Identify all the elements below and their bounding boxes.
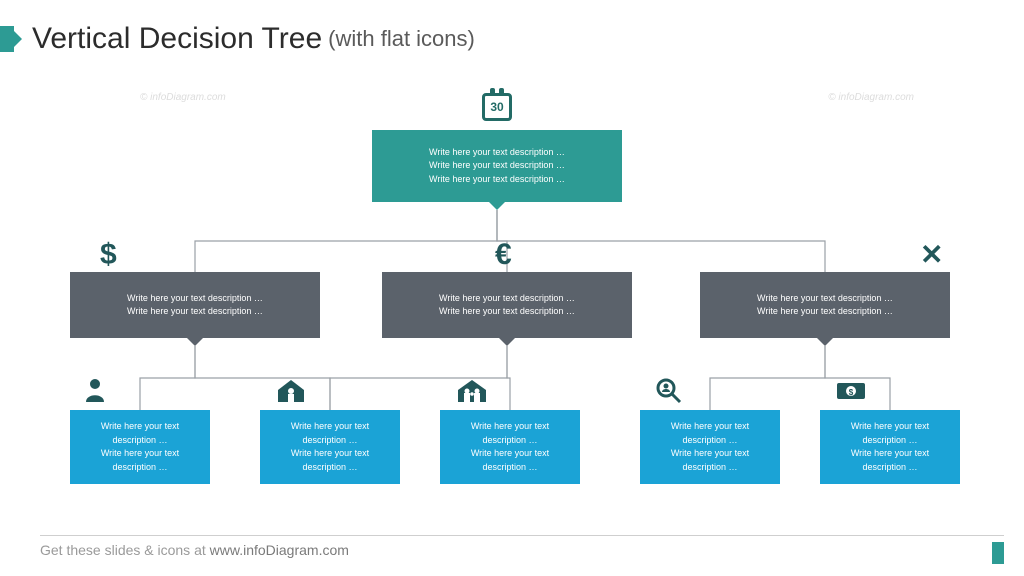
magnify-person-icon — [656, 378, 682, 404]
mid-node-1: Write here your text description … Write… — [382, 272, 632, 338]
page-subtitle: (with flat icons) — [328, 26, 475, 52]
footer: Get these slides & icons at www.infoDiag… — [40, 535, 1004, 558]
title-bar: Vertical Decision Tree (with flat icons) — [0, 22, 1024, 56]
dollar-icon: $ — [100, 238, 117, 272]
house-family-icon — [456, 378, 488, 402]
svg-text:$: $ — [849, 388, 854, 397]
title-accent — [0, 26, 14, 52]
calendar-icon: 30 — [482, 93, 512, 121]
leaf-node-4: Write here your text description … Write… — [820, 410, 960, 484]
house-person-icon — [276, 378, 306, 402]
footer-text: Get these slides & icons at www.infoDiag… — [40, 542, 349, 558]
root-node: Write here your text description … Write… — [372, 130, 622, 202]
leaf-node-2: Write here your text description … Write… — [440, 410, 580, 484]
decision-tree-diagram: 30 Write here your text description … Wr… — [0, 90, 1024, 530]
leaf-node-1: Write here your text description … Write… — [260, 410, 400, 484]
mid-node-2: Write here your text description … Write… — [700, 272, 950, 338]
money-bill-icon: $ — [836, 380, 866, 400]
euro-icon: € — [495, 238, 512, 272]
person-icon — [84, 378, 106, 402]
close-x-icon: ✕ — [920, 238, 943, 271]
mid-node-0: Write here your text description … Write… — [70, 272, 320, 338]
page-title: Vertical Decision Tree — [32, 22, 322, 56]
leaf-node-0: Write here your text description … Write… — [70, 410, 210, 484]
footer-accent — [992, 542, 1004, 564]
leaf-node-3: Write here your text description … Write… — [640, 410, 780, 484]
